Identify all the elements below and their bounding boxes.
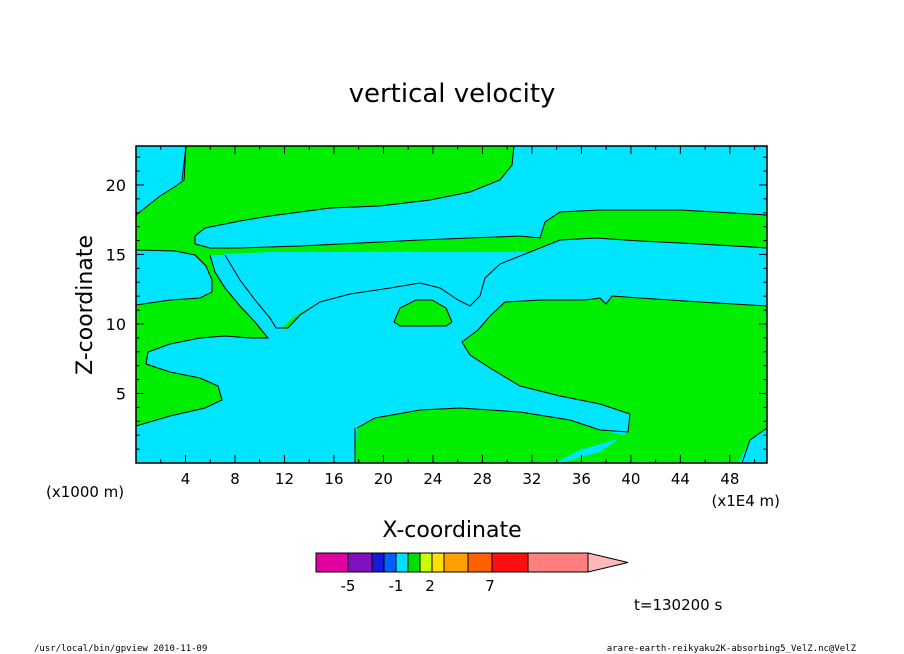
colorbar-tick-label: 7 [485,577,495,595]
footer-right: arare-earth-reikyaku2K-absorbing5_VelZ.n… [607,644,857,654]
x-tick-label: 32 [522,470,541,488]
negative-wedge [224,252,530,330]
colorbar [315,552,629,573]
x-axis: 4 8 12 16 20 24 28 32 36 40 44 48 [160,146,756,488]
negative-corner-bottom-right [742,430,767,463]
y-tick-label: 20 [106,176,126,195]
colorbar-swatch [315,552,349,573]
colorbar-swatch [407,552,421,573]
positive-region-bottom [355,408,628,463]
plot-area [136,146,767,463]
x-tick-label: 20 [374,470,393,488]
x-axis-label: X-coordinate [382,518,521,543]
colorbar-swatch [371,552,385,573]
x-tick-label: 24 [423,470,442,488]
colorbar-arrow [587,552,629,573]
colorbar-swatch [491,552,529,573]
colorbar-swatch [443,552,469,573]
footer-left: /usr/local/bin/gpview 2010-11-09 [34,644,207,654]
y-tick-label: 15 [106,245,126,264]
x-tick-label: 36 [572,470,591,488]
colorbar-tick-label: -5 [341,577,356,595]
plot-frame [135,145,768,464]
x-tick-label: 40 [621,470,640,488]
colorbar-swatch [419,552,433,573]
colorbar-tick-label: 2 [425,577,435,595]
x-axis-unit-right: (x1E4 m) [711,492,780,510]
colorbar-swatch [431,552,445,573]
chart-title: vertical velocity [349,79,556,109]
time-label: t=130200 s [634,596,722,614]
colorbar-swatch [383,552,397,573]
colorbar-tick-labels: -5 -1 2 7 [341,577,495,595]
colorbar-tick-label: -1 [389,577,404,595]
x-tick-label: 16 [324,470,343,488]
colorbar-swatch [467,552,493,573]
colorbar-swatch [395,552,409,573]
y-tick-label: 10 [106,315,126,334]
y-axis: 5 10 15 20 [106,156,767,450]
y-tick-label: 5 [116,384,126,403]
x-tick-label: 44 [671,470,690,488]
x-tick-label: 28 [473,470,492,488]
contour-lines [136,146,767,463]
x-tick-label: 48 [720,470,739,488]
colorbar-swatch [347,552,373,573]
x-tick-label: 8 [230,470,240,488]
positive-blob-center [394,300,452,326]
x-tick-label: 4 [181,470,191,488]
positive-region-right [462,296,767,463]
x-axis-unit-left: (x1000 m) [46,483,124,501]
y-axis-label: Z-coordinate [73,235,98,375]
colorbar-swatch [527,552,589,573]
x-tick-label: 12 [275,470,294,488]
